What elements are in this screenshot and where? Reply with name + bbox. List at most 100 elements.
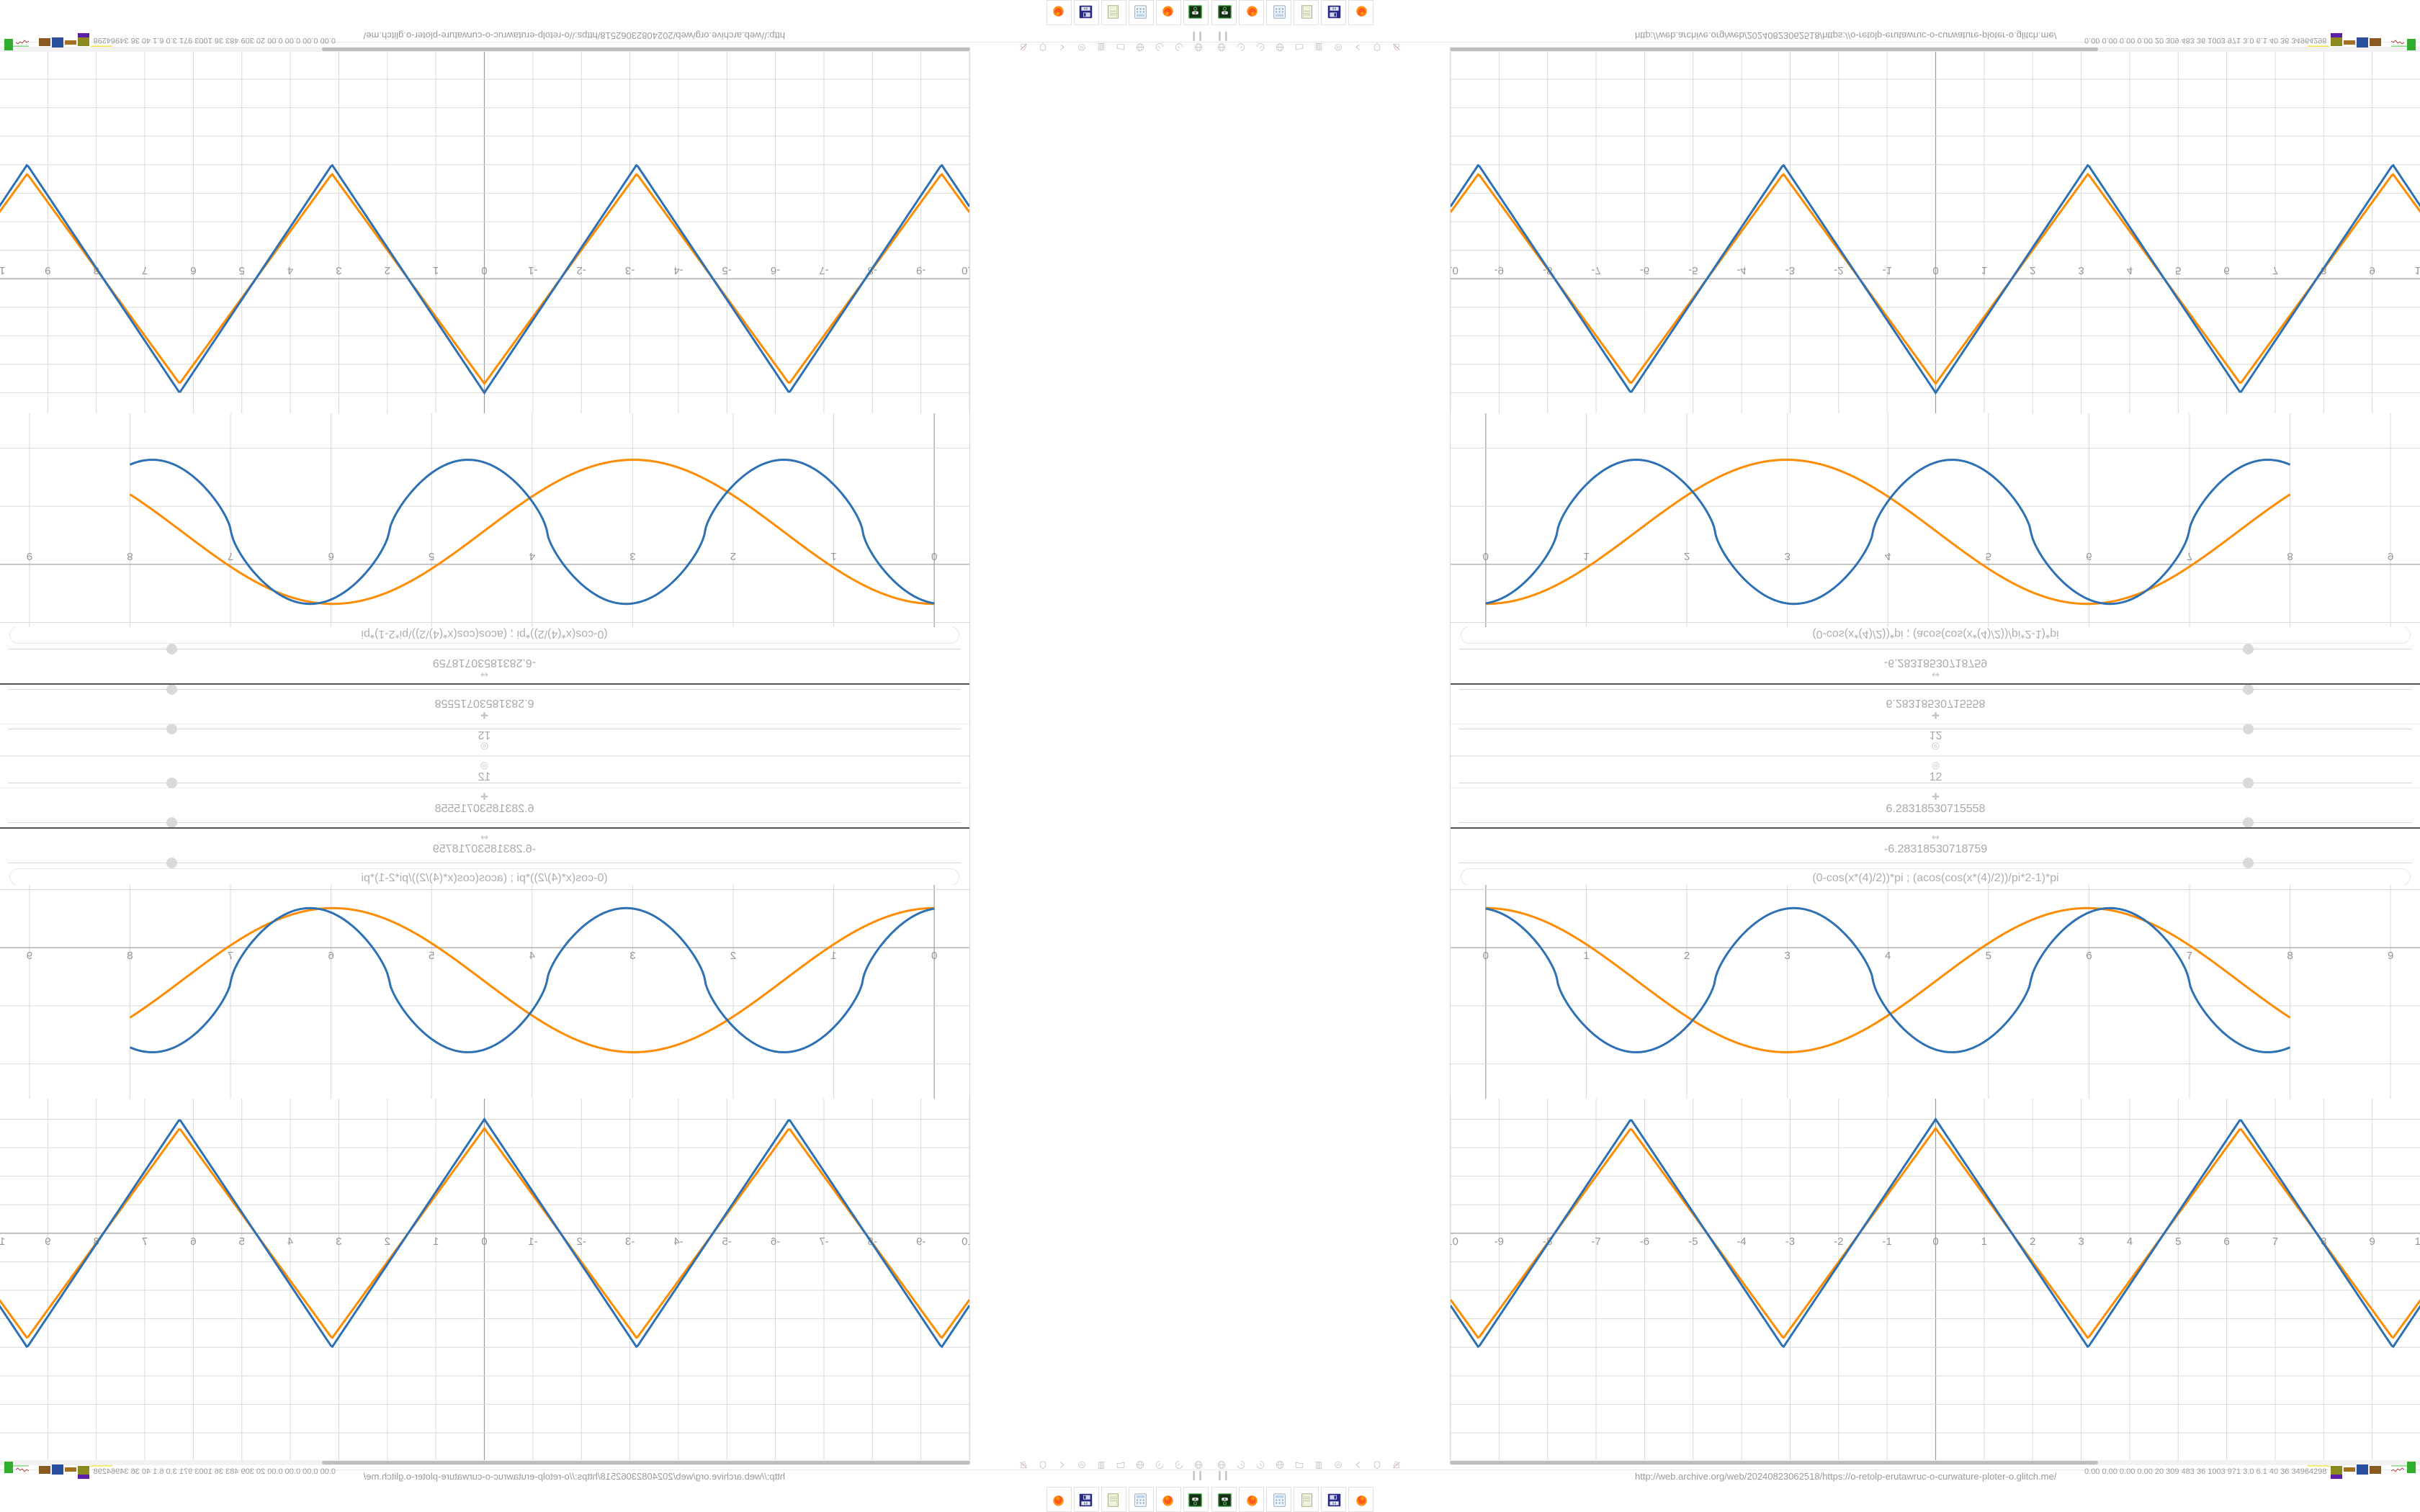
svg-text:6: 6: [190, 1236, 196, 1248]
svg-text:-6: -6: [771, 264, 780, 276]
svg-text:10: 10: [2415, 1236, 2420, 1248]
svg-text:0: 0: [481, 1236, 487, 1248]
svg-text:3: 3: [629, 950, 635, 962]
svg-text:2: 2: [385, 1236, 390, 1248]
svg-text:4: 4: [529, 950, 535, 962]
svg-text:5: 5: [2175, 264, 2181, 276]
svg-text:-7: -7: [1591, 1236, 1600, 1248]
svg-text:1: 1: [830, 550, 836, 562]
svg-text:64: 64: [1084, 1502, 1088, 1506]
svg-text:7: 7: [2272, 1236, 2278, 1248]
svg-text:-3: -3: [1785, 264, 1795, 276]
svg-text:4: 4: [287, 264, 293, 276]
svg-text:-2: -2: [1834, 1236, 1843, 1248]
svg-text:1: 1: [1583, 950, 1589, 962]
svg-text:64: 64: [1084, 6, 1088, 10]
svg-text:-3: -3: [625, 1236, 635, 1248]
svg-text:3: 3: [2078, 1236, 2084, 1248]
svg-text:9: 9: [45, 264, 50, 276]
svg-text:-5: -5: [1688, 1236, 1698, 1248]
svg-text:7: 7: [142, 1236, 148, 1248]
svg-text:1: 1: [433, 1236, 439, 1248]
svg-text:1: 1: [1981, 1236, 1987, 1248]
svg-text:5: 5: [2175, 1236, 2181, 1248]
svg-text:10: 10: [0, 264, 5, 276]
svg-text:4: 4: [2127, 1236, 2133, 1248]
svg-text:2: 2: [385, 264, 390, 276]
svg-text:-10: -10: [1451, 1236, 1458, 1248]
svg-text:7: 7: [228, 950, 233, 962]
svg-text:3: 3: [2078, 264, 2084, 276]
svg-text:0: 0: [1932, 1236, 1938, 1248]
svg-text:-4: -4: [1736, 1236, 1746, 1248]
svg-text:6: 6: [328, 550, 333, 562]
svg-text:4: 4: [2127, 264, 2133, 276]
svg-text:2: 2: [730, 550, 736, 562]
svg-text:-4: -4: [673, 1236, 683, 1248]
svg-text:-6: -6: [771, 1236, 780, 1248]
svg-text:5: 5: [1986, 950, 1991, 962]
svg-text:-10: -10: [962, 264, 969, 276]
svg-text:8: 8: [127, 550, 133, 562]
svg-text:9: 9: [2388, 550, 2393, 562]
svg-text:-10: -10: [1451, 264, 1458, 276]
svg-text:2: 2: [730, 950, 736, 962]
svg-text:-7: -7: [819, 1236, 828, 1248]
svg-text:64: 64: [1332, 1502, 1337, 1506]
svg-text:6: 6: [2223, 1236, 2229, 1248]
svg-text:-7: -7: [1591, 264, 1600, 276]
svg-text:-9: -9: [1494, 1236, 1504, 1248]
svg-text:1: 1: [433, 264, 439, 276]
svg-text:5: 5: [429, 950, 434, 962]
svg-text:6: 6: [2086, 950, 2092, 962]
svg-text:0: 0: [1483, 950, 1489, 962]
svg-text:1: 1: [830, 950, 836, 962]
svg-text:8: 8: [2287, 950, 2293, 962]
svg-text:6: 6: [2086, 550, 2092, 562]
svg-text:2: 2: [1684, 950, 1690, 962]
svg-text:2: 2: [2030, 1236, 2035, 1248]
svg-text:-9: -9: [916, 1236, 926, 1248]
svg-text:10: 10: [2415, 264, 2420, 276]
svg-text:0: 0: [931, 950, 937, 962]
svg-text:4: 4: [1885, 550, 1891, 562]
svg-text:-3: -3: [625, 264, 635, 276]
svg-text:7: 7: [2187, 550, 2192, 562]
svg-text:9: 9: [45, 1236, 50, 1248]
svg-text:-9: -9: [1494, 264, 1504, 276]
svg-text:3: 3: [1784, 550, 1790, 562]
svg-text:9: 9: [2369, 1236, 2375, 1248]
svg-text:-1: -1: [1882, 264, 1891, 276]
svg-text:-2: -2: [577, 264, 586, 276]
svg-text:9: 9: [27, 550, 32, 562]
svg-text:-4: -4: [673, 264, 683, 276]
svg-text:0: 0: [1932, 264, 1938, 276]
svg-text:-4: -4: [1736, 264, 1746, 276]
svg-text:6: 6: [328, 950, 333, 962]
svg-text:2: 2: [1684, 550, 1690, 562]
svg-text:-7: -7: [819, 264, 828, 276]
svg-text:4: 4: [287, 1236, 293, 1248]
svg-text:3: 3: [629, 550, 635, 562]
svg-text:7: 7: [228, 550, 233, 562]
svg-text:9: 9: [2388, 950, 2393, 962]
svg-text:1: 1: [1981, 264, 1987, 276]
svg-text:-5: -5: [722, 1236, 732, 1248]
svg-text:-6: -6: [1640, 1236, 1649, 1248]
svg-text:-2: -2: [1834, 264, 1843, 276]
svg-text:3: 3: [1784, 950, 1790, 962]
svg-text:7: 7: [142, 264, 148, 276]
svg-text:3: 3: [336, 1236, 341, 1248]
svg-text:3: 3: [336, 264, 341, 276]
svg-text:10: 10: [0, 1236, 5, 1248]
svg-text:8: 8: [2287, 550, 2293, 562]
svg-text:-9: -9: [916, 264, 926, 276]
svg-text:0: 0: [481, 264, 487, 276]
svg-text:4: 4: [529, 550, 535, 562]
svg-text:-1: -1: [1882, 1236, 1891, 1248]
svg-text:-3: -3: [1785, 1236, 1795, 1248]
svg-text:9: 9: [27, 950, 32, 962]
svg-text:6: 6: [2223, 264, 2229, 276]
svg-text:0: 0: [1483, 550, 1489, 562]
svg-text:-10: -10: [962, 1236, 969, 1248]
